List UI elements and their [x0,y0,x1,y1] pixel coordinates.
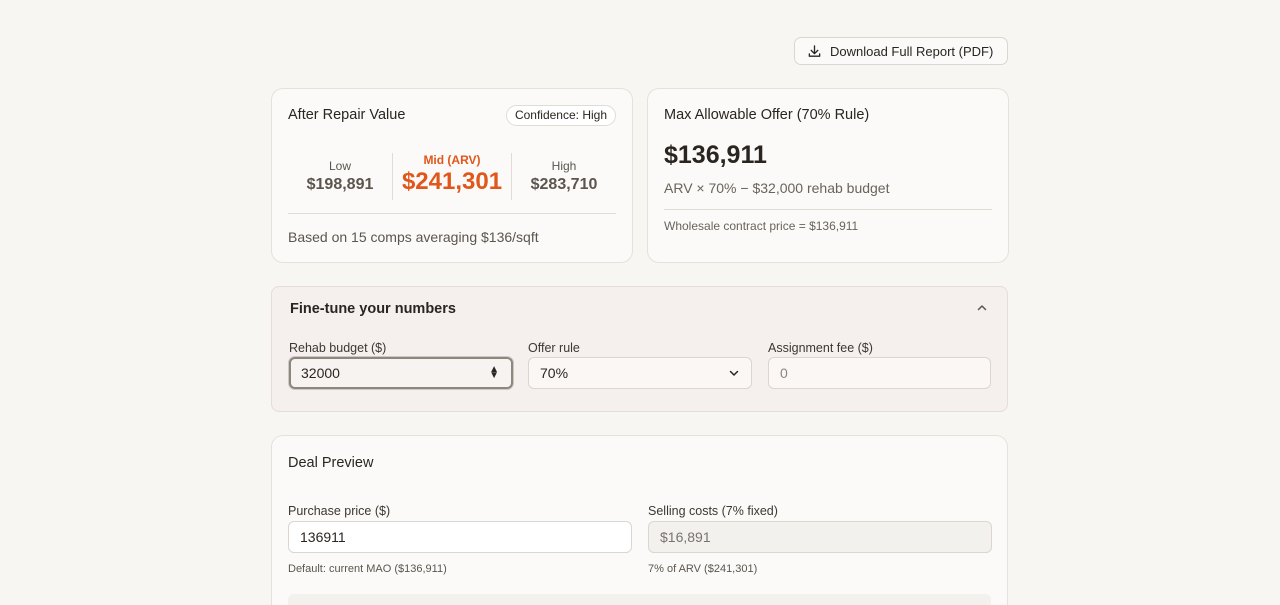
mao-footnote: Wholesale contract price = $136,911 [664,219,859,233]
arv-high: High $283,710 [512,153,616,200]
assignment-fee-input[interactable]: 0 [768,357,991,389]
confidence-badge: Confidence: High [505,105,616,126]
offer-rule-value: 70% [540,365,569,381]
offer-rule-label: Offer rule [528,341,580,355]
arv-title: After Repair Value [288,107,406,123]
purchase-price-input[interactable]: 136911 [288,521,632,553]
mao-value: $136,911 [664,141,767,169]
stepper-icon[interactable]: ▲ ▼ [489,364,499,381]
rehab-budget-input[interactable]: 32000 ▲ ▼ [289,357,513,389]
arv-mid: Mid (ARV) $241,301 [392,153,512,200]
arv-mid-value: $241,301 [401,168,503,195]
download-report-button[interactable]: Download Full Report (PDF) [794,37,1008,65]
assignment-fee-placeholder: 0 [780,365,788,381]
download-report-label: Download Full Report (PDF) [830,43,994,59]
purchase-price-label: Purchase price ($) [288,504,391,518]
assignment-fee-label: Assignment fee ($) [768,341,873,355]
mao-card: Max Allowable Offer (70% Rule) $136,911 … [647,88,1009,263]
arv-low-label: Low [328,159,351,173]
chevron-up-icon[interactable] [975,301,989,315]
mao-divider [664,209,992,210]
deal-preview-title: Deal Preview [288,455,374,471]
deal-summary-strip [288,594,991,605]
rehab-budget-label: Rehab budget ($) [289,341,387,355]
selling-costs-help: 7% of ARV ($241,301) [648,563,758,575]
deal-preview-card: Deal Preview Purchase price ($) 136911 D… [271,435,1008,605]
arv-footnote: Based on 15 comps averaging $136/sqft [288,229,539,245]
chevron-down-icon [729,370,739,376]
offer-rule-select[interactable]: 70% [528,357,752,389]
arv-high-value: $283,710 [530,176,598,193]
selling-costs-value: $16,891 [660,529,711,545]
arv-card: After Repair Value Confidence: High Low … [271,88,633,263]
arv-high-label: High [551,159,577,173]
arv-mid-label: Mid (ARV) [423,153,481,167]
mao-title: Max Allowable Offer (70% Rule) [664,107,870,123]
purchase-price-help: Default: current MAO ($136,911) [288,563,447,575]
mao-formula: ARV × 70% − $32,000 rehab budget [664,180,890,196]
purchase-price-value: 136911 [300,529,346,545]
arv-low-value: $198,891 [306,176,374,193]
download-icon [808,44,821,57]
fine-tune-panel: Fine-tune your numbers Rehab budget ($) … [271,286,1008,412]
fine-tune-title: Fine-tune your numbers [290,301,456,317]
arv-range: Low $198,891 Mid (ARV) $241,301 High $28… [288,153,616,200]
arv-low: Low $198,891 [288,153,392,200]
selling-costs-label: Selling costs (7% fixed) [648,504,778,518]
selling-costs-field: $16,891 [648,521,992,553]
rehab-budget-value: 32000 [301,365,340,381]
arv-divider [288,213,616,214]
